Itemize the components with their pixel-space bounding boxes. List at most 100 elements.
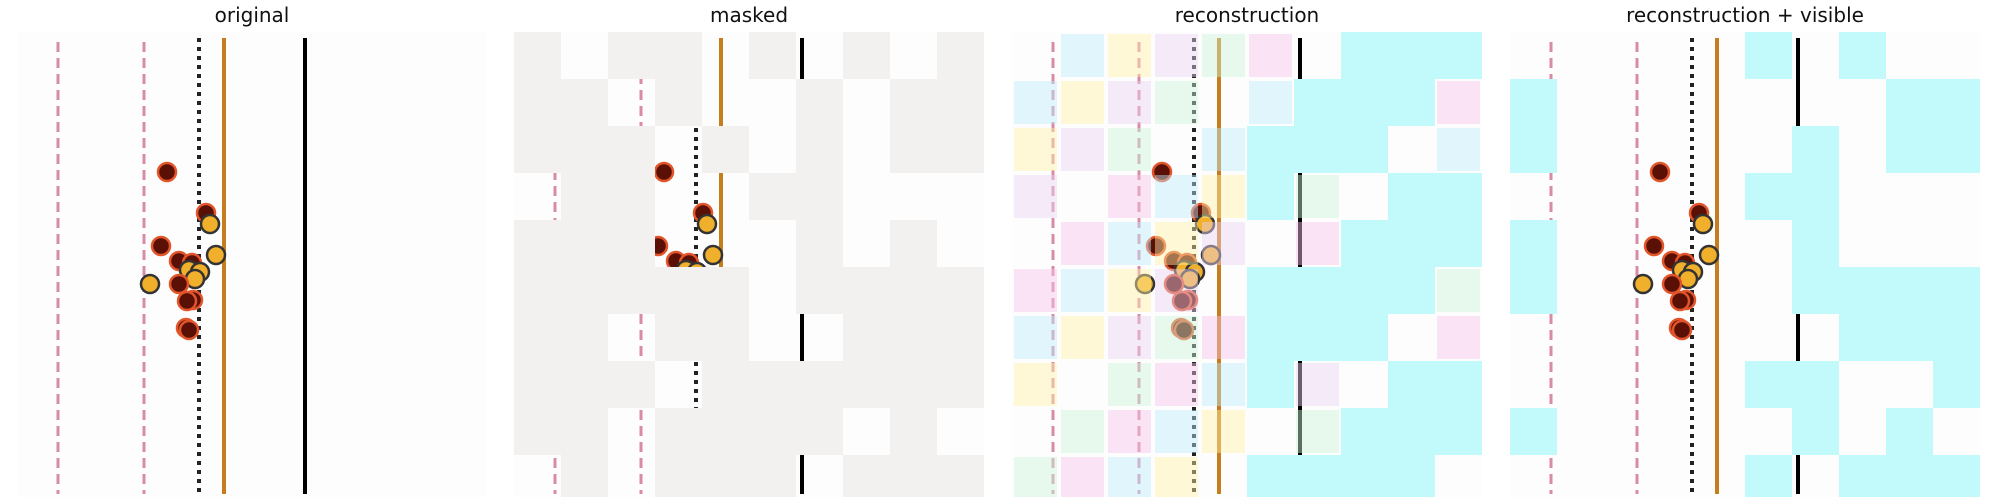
reconvis-marker-16 — [1671, 319, 1693, 341]
mask-patch — [561, 361, 608, 408]
mask-patch — [608, 32, 655, 79]
reconstruction-noise-patch — [1296, 410, 1339, 453]
mask-patch — [655, 314, 702, 361]
reconstruction-noise-patch — [1155, 363, 1198, 406]
mask-patch — [608, 267, 655, 314]
reconstruction-noise-patch — [1202, 316, 1245, 359]
mask-patch — [608, 173, 655, 220]
mask-patch — [655, 455, 702, 497]
masked-marker-5 — [702, 244, 724, 266]
original-panel — [17, 32, 487, 497]
reconstruction-noise-patch — [1061, 222, 1104, 265]
panel-title-reconstruction-visible: reconstruction + visible — [1626, 3, 1864, 27]
reconstruction-noise-patch — [1014, 128, 1057, 171]
reconstruction-noise-patch — [1061, 81, 1104, 124]
reconstruction-cyan-patch — [1247, 173, 1294, 220]
reconstruction-noise-patch — [1155, 34, 1198, 77]
reconstruction-cyan-patch — [1341, 408, 1388, 455]
reconstruction-noise-patch — [1437, 269, 1480, 312]
reconvis-cyan-patch — [1933, 79, 1980, 126]
mask-patch — [561, 408, 608, 455]
mask-patch — [702, 455, 749, 497]
mask-patch — [843, 361, 890, 408]
original-background — [17, 32, 487, 497]
reconstruction-noise-patch — [1202, 175, 1245, 218]
reconstruction-noise-patch — [1202, 128, 1245, 171]
reconstruction-noise-patch — [1108, 316, 1151, 359]
original-marker-11 — [139, 273, 161, 295]
reconvis-cyan-patch — [1886, 79, 1933, 126]
mask-patch — [796, 220, 843, 267]
reconvis-marker-11 — [1632, 273, 1654, 295]
reconvis-cyan-patch — [1839, 267, 1886, 314]
reconvis-cyan-patch — [1510, 220, 1557, 267]
reconstruction-noise-patch — [1155, 81, 1198, 124]
mask-patch — [561, 79, 608, 126]
reconstruction-cyan-patch — [1294, 455, 1341, 497]
mask-patch — [796, 126, 843, 173]
mask-patch — [749, 173, 796, 220]
mask-patch — [890, 267, 937, 314]
mask-patch — [890, 455, 937, 497]
mask-patch — [514, 32, 561, 79]
mask-patch — [749, 455, 796, 497]
mask-patch — [796, 173, 843, 220]
reconvis-cyan-patch — [1933, 126, 1980, 173]
reconvis-cyan-patch — [1886, 408, 1933, 455]
reconstruction-noise-patch — [1108, 457, 1151, 497]
original-marker-4 — [150, 235, 172, 257]
reconvis-cyan-patch — [1745, 173, 1792, 220]
mask-patch — [890, 126, 937, 173]
mask-patch — [655, 267, 702, 314]
mask-patch — [702, 361, 749, 408]
mask-patch — [937, 361, 984, 408]
mask-patch — [749, 361, 796, 408]
masked-panel — [514, 32, 984, 497]
reconstruction-noise-patch — [1014, 269, 1057, 312]
mask-patch — [937, 455, 984, 497]
reconstruction-noise-patch — [1108, 222, 1151, 265]
mask-patch — [702, 314, 749, 361]
mask-patch — [890, 361, 937, 408]
reconstruction-cyan-patch — [1247, 455, 1294, 497]
mask-patch — [890, 314, 937, 361]
original-marker-1 — [156, 161, 178, 183]
mask-patch — [843, 455, 890, 497]
mask-patch — [514, 267, 561, 314]
reconstruction-noise-patch — [1108, 128, 1151, 171]
reconstruction-noise-patch — [1155, 269, 1198, 312]
reconstruction-noise-patch — [1249, 34, 1292, 77]
reconstruction-noise-patch — [1155, 222, 1198, 265]
original-marker-14 — [176, 290, 198, 312]
reconstruction-cyan-patch — [1388, 455, 1435, 497]
reconstruction-noise-patch — [1061, 128, 1104, 171]
reconstruction-cyan-patch — [1435, 361, 1482, 408]
reconvis-marker-3 — [1692, 213, 1714, 235]
reconvis-cyan-patch — [1792, 361, 1839, 408]
mask-patch — [843, 267, 890, 314]
mask-patch — [937, 126, 984, 173]
reconstruction-noise-patch — [1061, 410, 1104, 453]
reconvis-marker-5 — [1698, 244, 1720, 266]
mask-patch — [655, 79, 702, 126]
reconstruction-noise-patch — [1202, 363, 1245, 406]
reconvis-cyan-patch — [1510, 267, 1557, 314]
mask-patch — [561, 267, 608, 314]
mask-patch — [890, 79, 937, 126]
reconvis-cyan-patch — [1792, 267, 1839, 314]
reconstruction-cyan-patch — [1435, 173, 1482, 220]
reconstruction-cyan-patch — [1388, 173, 1435, 220]
reconvis-cyan-patch — [1933, 267, 1980, 314]
reconvis-cyan-patch — [1745, 32, 1792, 79]
reconstruction-noise-patch — [1437, 316, 1480, 359]
mask-patch — [843, 32, 890, 79]
panel-title-reconstruction: reconstruction — [1174, 3, 1320, 27]
reconstruction-marker-16 — [1173, 319, 1195, 341]
mask-patch — [843, 314, 890, 361]
mask-patch — [749, 408, 796, 455]
mask-patch — [749, 32, 796, 79]
reconstruction-noise-patch — [1202, 222, 1245, 265]
reconstruction-noise-patch — [1061, 269, 1104, 312]
reconvis-cyan-patch — [1510, 126, 1557, 173]
mask-patch — [890, 220, 937, 267]
